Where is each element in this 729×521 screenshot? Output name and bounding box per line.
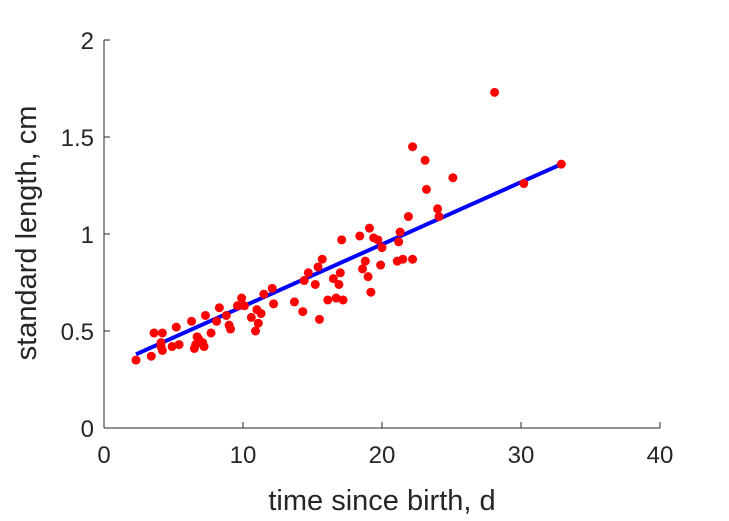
data-point	[146, 351, 156, 361]
data-point	[171, 322, 181, 332]
y-tick-label: 0.5	[61, 319, 94, 346]
x-axis-title: time since birth, d	[268, 485, 495, 517]
data-point	[269, 299, 279, 309]
data-point	[328, 274, 338, 284]
data-point	[360, 256, 370, 266]
data-point	[214, 303, 224, 313]
data-point	[232, 301, 242, 311]
x-tick-label: 10	[230, 442, 257, 469]
data-point	[408, 142, 418, 152]
data-point	[366, 287, 376, 297]
data-point	[433, 204, 443, 214]
data-point	[156, 338, 166, 348]
data-point	[335, 268, 345, 278]
data-point	[251, 326, 261, 336]
data-point	[377, 243, 387, 253]
data-point	[355, 231, 365, 241]
data-point	[199, 342, 209, 352]
data-point	[364, 223, 374, 233]
data-point	[408, 254, 418, 264]
data-point	[225, 324, 235, 334]
data-point	[337, 235, 347, 245]
data-point	[174, 340, 184, 350]
data-point	[323, 295, 333, 305]
data-point	[289, 297, 299, 307]
y-tick-label: 1	[81, 222, 94, 249]
y-axis-title: standard length, cm	[11, 106, 43, 361]
data-point	[149, 328, 159, 338]
data-point	[267, 283, 277, 293]
data-point	[358, 264, 368, 274]
data-point	[239, 301, 249, 311]
data-point	[398, 254, 408, 264]
data-point	[317, 254, 327, 264]
fit-line-layer	[135, 162, 563, 357]
data-point	[157, 328, 167, 338]
x-tick-label: 20	[369, 442, 396, 469]
data-point	[206, 328, 216, 338]
data-point	[167, 342, 177, 352]
data-point	[434, 212, 444, 222]
data-point	[420, 155, 430, 165]
data-point	[187, 316, 197, 326]
x-tick-label: 0	[97, 442, 110, 469]
data-point	[519, 179, 529, 189]
data-point	[331, 293, 341, 303]
x-tick-label: 40	[647, 442, 674, 469]
fit-line	[135, 162, 563, 357]
data-point	[200, 310, 210, 320]
data-points-layer	[131, 87, 566, 365]
data-point	[373, 235, 383, 245]
y-tick-label: 2	[81, 28, 94, 55]
data-point	[253, 318, 263, 328]
data-point	[131, 355, 141, 365]
data-point	[403, 212, 413, 222]
data-point	[237, 293, 247, 303]
axes: 0 10 20 30 40 0 0.5 1 1.5 2	[61, 28, 674, 469]
data-point	[246, 312, 256, 322]
data-point	[394, 237, 404, 247]
data-point	[363, 272, 373, 282]
data-point	[310, 279, 320, 289]
data-point	[448, 173, 458, 183]
data-point	[212, 316, 222, 326]
data-point	[490, 87, 500, 97]
data-point	[395, 227, 405, 237]
data-point	[299, 276, 309, 286]
data-point	[334, 279, 344, 289]
data-point	[313, 262, 323, 272]
data-point	[376, 260, 386, 270]
data-point	[338, 295, 348, 305]
data-point	[256, 309, 266, 319]
data-point	[221, 310, 231, 320]
data-point	[303, 268, 313, 278]
data-point	[298, 307, 308, 317]
x-tick-label: 30	[508, 442, 535, 469]
data-point	[314, 314, 324, 324]
y-tick-label: 0	[81, 416, 94, 443]
data-point	[157, 345, 167, 355]
y-tick-label: 1.5	[61, 125, 94, 152]
data-point	[421, 184, 431, 194]
data-point	[556, 159, 566, 169]
data-point	[259, 289, 269, 299]
